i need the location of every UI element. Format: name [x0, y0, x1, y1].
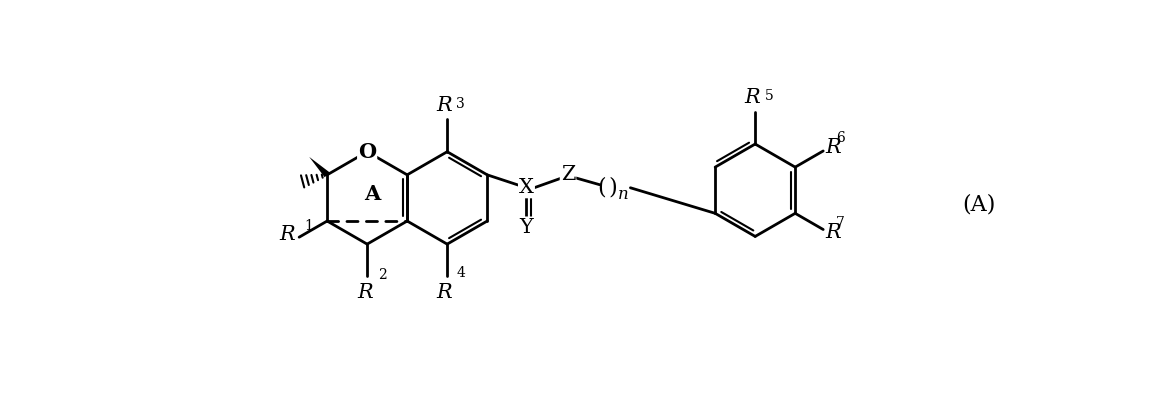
Text: R: R: [437, 283, 452, 302]
Text: A: A: [364, 184, 380, 204]
Text: R: R: [744, 88, 760, 107]
Text: (: (: [598, 177, 606, 199]
Text: 5: 5: [765, 89, 773, 103]
Text: 6: 6: [836, 131, 846, 145]
Text: R: R: [826, 139, 841, 157]
Text: R: R: [358, 283, 373, 302]
Text: 7: 7: [836, 216, 846, 230]
Text: R: R: [826, 223, 841, 242]
Text: 3: 3: [456, 97, 465, 111]
Text: X: X: [520, 178, 533, 197]
Text: R: R: [280, 225, 295, 245]
Text: (A): (A): [962, 193, 995, 215]
Text: R: R: [437, 96, 452, 115]
Text: ): ): [608, 177, 617, 199]
Text: Y: Y: [520, 217, 533, 237]
Text: Z: Z: [561, 165, 575, 184]
Text: 4: 4: [456, 266, 465, 279]
Text: 1: 1: [304, 219, 313, 233]
Polygon shape: [309, 157, 329, 177]
Text: n: n: [619, 186, 629, 203]
Text: O: O: [358, 142, 377, 162]
Text: 2: 2: [378, 268, 387, 282]
